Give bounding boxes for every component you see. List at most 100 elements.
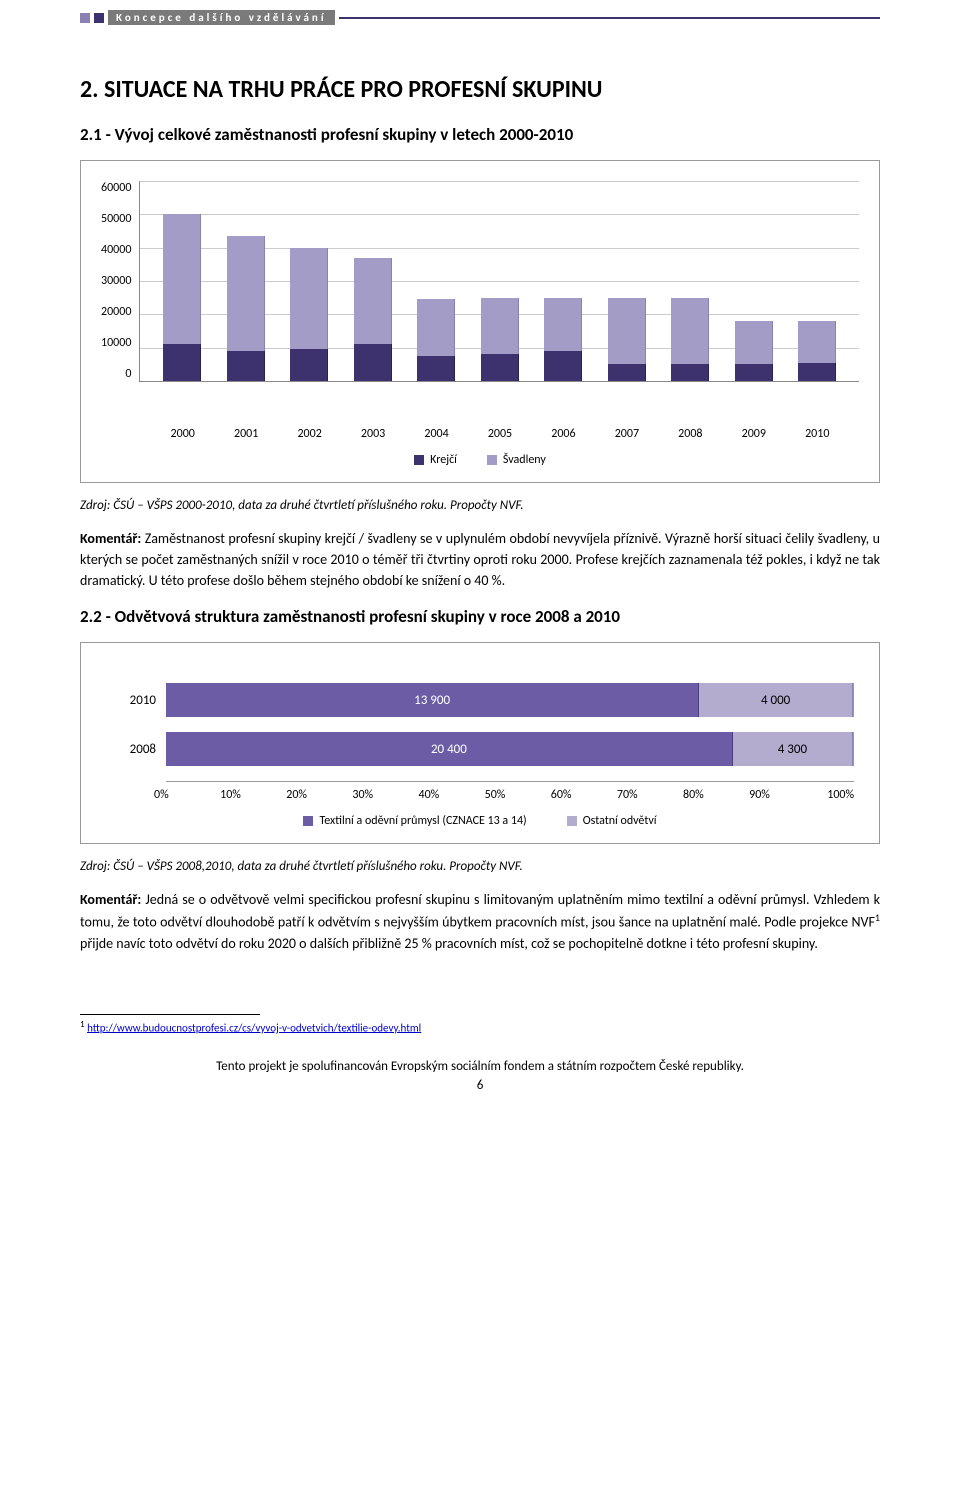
y-tick: 10000 bbox=[101, 336, 131, 350]
legend-item: Textilní a oděvní průmysl (CZNACE 13 a 1… bbox=[303, 814, 526, 828]
legend-item: Krejčí bbox=[414, 453, 457, 467]
subsection-title-2: 2.2 - Odvětvová struktura zaměstnanosti … bbox=[80, 606, 880, 627]
x-tick: 2009 bbox=[734, 427, 774, 441]
x-tick: 2004 bbox=[417, 427, 457, 441]
y-tick: 30000 bbox=[101, 274, 131, 288]
hbar-year-label: 2008 bbox=[106, 742, 166, 757]
bar-column bbox=[543, 298, 583, 381]
bar-segment-svadleny bbox=[608, 298, 646, 365]
chart2-bars: 201013 9004 000 200820 4004 300 bbox=[106, 683, 854, 766]
bar-column bbox=[353, 258, 393, 381]
bar-segment-krejci bbox=[290, 349, 328, 381]
bar-segment-krejci bbox=[735, 364, 773, 381]
section-title: 2. SITUACE NA TRHU PRÁCE PRO PROFESNÍ SK… bbox=[80, 75, 880, 104]
chart1-bars bbox=[140, 181, 859, 381]
legend-item: Švadleny bbox=[487, 453, 546, 467]
chart2-legend: Textilní a oděvní průmysl (CZNACE 13 a 1… bbox=[106, 814, 854, 828]
bar-column bbox=[797, 321, 837, 381]
bar-segment-krejci bbox=[544, 351, 582, 381]
hbar-row: 201013 9004 000 bbox=[106, 683, 854, 717]
bar-segment-krejci bbox=[671, 364, 709, 381]
y-tick: 40000 bbox=[101, 243, 131, 257]
chart1-source: Zdroj: ČSÚ – VŠPS 2000-2010, data za dru… bbox=[80, 498, 880, 513]
x-tick: 2001 bbox=[226, 427, 266, 441]
bar-column bbox=[480, 298, 520, 381]
x-tick: 2002 bbox=[290, 427, 330, 441]
footnote-separator bbox=[80, 1014, 260, 1015]
bar-column bbox=[734, 321, 774, 381]
bar-segment-svadleny bbox=[798, 321, 836, 363]
x-tick: 2010 bbox=[797, 427, 837, 441]
chart2-source: Zdroj: ČSÚ – VŠPS 2008,2010, data za dru… bbox=[80, 859, 880, 874]
employment-trend-chart: 60000 50000 40000 30000 20000 10000 0 bbox=[80, 160, 880, 483]
x-tick: 2000 bbox=[163, 427, 203, 441]
chart2-x-axis: 0%10%20%30%40%50%60%70%80%90%100% bbox=[166, 781, 854, 802]
hbar-segment-other: 4 300 bbox=[733, 732, 853, 766]
hbar-row: 200820 4004 300 bbox=[106, 732, 854, 766]
page-header: Koncepce dalšího vzdělávání bbox=[80, 10, 880, 25]
comment-label: Komentář: bbox=[80, 530, 141, 547]
legend-label: Textilní a oděvní průmysl (CZNACE 13 a 1… bbox=[319, 814, 526, 828]
subsection-title-1: 2.1 - Vývoj celkové zaměstnanosti profes… bbox=[80, 124, 880, 145]
header-square-icon bbox=[80, 13, 90, 23]
bar-segment-krejci bbox=[481, 354, 519, 381]
bar-column bbox=[607, 298, 647, 381]
sector-structure-chart: 201013 9004 000 200820 4004 300 0%10%20%3… bbox=[80, 642, 880, 844]
legend-swatch-icon bbox=[567, 816, 577, 826]
bar-segment-svadleny bbox=[735, 321, 773, 364]
bar-column bbox=[289, 248, 329, 381]
hbar-segment-textile: 13 900 bbox=[166, 683, 699, 717]
hbar-segment-textile: 20 400 bbox=[166, 732, 733, 766]
x-tick: 2007 bbox=[607, 427, 647, 441]
comment-body-a: Jedná se o odvětvově velmi specifickou p… bbox=[80, 891, 880, 931]
page-number: 6 bbox=[80, 1078, 880, 1093]
hbar-track: 13 9004 000 bbox=[166, 683, 854, 717]
legend-label: Ostatní odvětví bbox=[583, 814, 657, 828]
bar-segment-svadleny bbox=[417, 299, 455, 356]
bar-segment-krejci bbox=[354, 344, 392, 381]
bar-segment-svadleny bbox=[354, 258, 392, 345]
legend-swatch-icon bbox=[414, 455, 424, 465]
footnote-link[interactable]: http://www.budoucnostprofesi.cz/cs/vyvoj… bbox=[87, 1021, 421, 1034]
bar-segment-krejci bbox=[417, 356, 455, 381]
y-tick: 20000 bbox=[101, 305, 131, 319]
hbar-year-label: 2010 bbox=[106, 693, 166, 708]
y-tick: 50000 bbox=[101, 212, 131, 226]
header-title: Koncepce dalšího vzdělávání bbox=[108, 10, 335, 25]
comment-label: Komentář: bbox=[80, 891, 141, 908]
y-tick: 60000 bbox=[101, 181, 131, 195]
x-tick: 2008 bbox=[670, 427, 710, 441]
hbar-track: 20 4004 300 bbox=[166, 732, 854, 766]
header-rule bbox=[339, 17, 880, 19]
bar-segment-krejci bbox=[608, 364, 646, 381]
bar-segment-krejci bbox=[163, 344, 201, 381]
legend-label: Švadleny bbox=[503, 453, 546, 467]
bar-column bbox=[226, 236, 266, 381]
chart1-plot-area bbox=[139, 181, 859, 382]
comment-2: Komentář: Jedná se o odvětvově velmi spe… bbox=[80, 889, 880, 954]
x-tick: 2005 bbox=[480, 427, 520, 441]
bar-segment-svadleny bbox=[671, 298, 709, 365]
y-tick: 0 bbox=[101, 367, 131, 381]
x-tick: 90% bbox=[749, 788, 827, 802]
bar-segment-svadleny bbox=[290, 248, 328, 350]
comment-body: Zaměstnanost profesní skupiny krejčí / š… bbox=[80, 530, 880, 589]
bar-segment-krejci bbox=[227, 351, 265, 381]
footnote: 1 http://www.budoucnostprofesi.cz/cs/vyv… bbox=[80, 1019, 880, 1035]
legend-label: Krejčí bbox=[430, 453, 457, 467]
chart1-y-axis: 60000 50000 40000 30000 20000 10000 0 bbox=[101, 181, 139, 381]
header-square-icon bbox=[94, 13, 104, 23]
legend-item: Ostatní odvětví bbox=[567, 814, 657, 828]
bar-segment-svadleny bbox=[481, 298, 519, 355]
bar-segment-svadleny bbox=[544, 298, 582, 351]
bar-column bbox=[162, 214, 202, 381]
x-tick: 100% bbox=[827, 788, 854, 802]
chart1-x-axis: 2000 2001 2002 2003 2004 2005 2006 2007 2008 2009… bbox=[101, 421, 859, 441]
hbar-segment-other: 4 000 bbox=[699, 683, 853, 717]
legend-swatch-icon bbox=[303, 816, 313, 826]
legend-swatch-icon bbox=[487, 455, 497, 465]
x-tick: 2006 bbox=[543, 427, 583, 441]
bar-segment-krejci bbox=[798, 363, 836, 381]
footnote-number: 1 bbox=[80, 1019, 85, 1030]
x-tick: 2003 bbox=[353, 427, 393, 441]
